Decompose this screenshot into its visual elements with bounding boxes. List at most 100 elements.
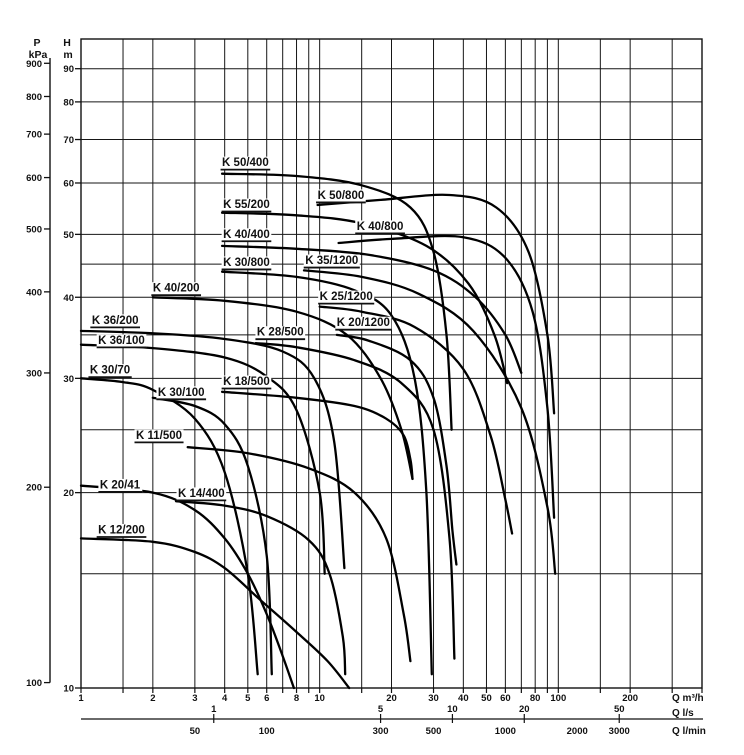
p-axis-title: P (33, 37, 40, 49)
h-tick-label-70: 70 (63, 135, 74, 146)
x-tick-label-5: 5 (245, 693, 251, 704)
curve-label-K-28-500: K 28/500 (257, 327, 304, 339)
lmin-tick-label-3000: 3000 (609, 726, 630, 737)
curve-label-bg (221, 198, 272, 212)
curve-K-30-800 (220, 270, 433, 676)
curve-K-28-500 (254, 341, 456, 660)
x-tick-label-50: 50 (481, 693, 492, 704)
curve-label-K-11-500: K 11/500 (136, 430, 182, 442)
x-tick-label-6: 6 (264, 693, 269, 704)
x-axis-title-m3h: Q m³/h (672, 693, 704, 704)
lmin-tick-label-50: 50 (190, 726, 201, 737)
curve-K-25-1200 (318, 305, 514, 535)
curve-label-bg (221, 375, 272, 389)
x-tick-label-60: 60 (500, 693, 511, 704)
p-tick-label-800: 800 (26, 92, 42, 103)
curve-label-K-25-1200: K 25/1200 (320, 291, 373, 303)
curve-K-12-200 (79, 537, 351, 690)
p-tick-label-100: 100 (26, 678, 42, 689)
p-tick-label-500: 500 (26, 224, 42, 235)
curve-label-bg (221, 256, 272, 270)
curve-label-bg (316, 189, 366, 203)
ls-tick-label-1: 1 (211, 704, 217, 715)
p-tick-label-300: 300 (26, 368, 42, 379)
x-tick-label-8: 8 (294, 693, 299, 704)
curve-label-K-12-200: K 12/200 (98, 525, 145, 537)
h-tick-label-50: 50 (63, 230, 74, 241)
h-tick-label-40: 40 (63, 293, 74, 304)
h-tick-label-20: 20 (63, 488, 74, 499)
curve-label-K-30-100: K 30/100 (158, 387, 205, 399)
curve-label-bg (96, 334, 147, 348)
x-axis-title-ls: Q l/s (672, 708, 694, 719)
curve-label-K-18-500: K 18/500 (223, 376, 270, 388)
curve-label-bg (318, 290, 375, 304)
curve-K-18-500 (220, 390, 414, 481)
x-tick-label-2: 2 (150, 693, 155, 704)
curve-label-K-50-400: K 50/400 (222, 157, 269, 169)
curve-label-K-20-41: K 20/41 (100, 479, 141, 491)
x-tick-label-100: 100 (550, 693, 566, 704)
ls-tick-label-20: 20 (519, 704, 530, 715)
p-tick-label-400: 400 (26, 287, 42, 298)
h-tick-label-90: 90 (63, 64, 74, 75)
curve-label-K-20-1200: K 20/1200 (337, 317, 390, 329)
curve-label-K-30-70: K 30/70 (90, 365, 130, 377)
curve-label-K-36-200: K 36/200 (92, 315, 139, 327)
curve-label-bg (355, 220, 405, 234)
curve-label-K-55-200: K 55/200 (223, 199, 270, 211)
curve-K-11-500 (186, 446, 412, 663)
curve-label-K-30-800: K 30/800 (223, 257, 270, 269)
x-tick-label-10: 10 (314, 693, 325, 704)
curve-label-bg (151, 282, 202, 296)
curve-K-40-200 (151, 296, 414, 481)
ls-tick-label-50: 50 (614, 704, 625, 715)
p-tick-label-900: 900 (26, 59, 42, 70)
curve-K-20-1200 (335, 333, 458, 566)
curve-label-K-40-200: K 40/200 (153, 283, 200, 295)
curve-label-K-40-400: K 40/400 (223, 229, 270, 241)
curve-K-20-41 (79, 484, 296, 690)
x-tick-label-1: 1 (78, 693, 84, 704)
x-tick-label-80: 80 (530, 693, 541, 704)
curve-K-35-1200 (302, 269, 557, 575)
x-tick-label-200: 200 (622, 693, 638, 704)
h-tick-label-10: 10 (63, 684, 74, 695)
lmin-tick-label-100: 100 (259, 726, 275, 737)
curve-label-bg (220, 156, 271, 170)
curve-label-bg (96, 524, 147, 538)
p-tick-label-200: 200 (26, 483, 42, 494)
curve-label-bg (134, 429, 184, 443)
curve-label-bg (303, 254, 360, 268)
lmin-tick-label-2000: 2000 (567, 726, 588, 737)
p-tick-label-700: 700 (26, 130, 42, 141)
curve-K-30-70 (79, 377, 259, 676)
curve-label-bg (221, 228, 272, 242)
curve-label-bg (156, 386, 207, 400)
curve-label-bg (255, 326, 306, 340)
lmin-tick-label-500: 500 (426, 726, 442, 737)
curve-label-bg (176, 487, 227, 501)
curve-K-40-400 (220, 244, 523, 374)
ls-tick-label-10: 10 (447, 704, 458, 715)
x-tick-label-3: 3 (192, 693, 197, 704)
curve-label-K-40-800: K 40/800 (357, 221, 404, 233)
curve-label-K-50-800: K 50/800 (318, 190, 365, 202)
x-tick-label-30: 30 (428, 693, 439, 704)
curve-label-K-36-100: K 36/100 (98, 335, 145, 347)
curve-K-14-400 (174, 500, 347, 676)
h-axis-unit: m (63, 49, 72, 61)
curve-label-K-14-400: K 14/400 (178, 488, 225, 500)
lmin-tick-label-1000: 1000 (495, 726, 516, 737)
x-tick-label-40: 40 (458, 693, 469, 704)
curve-label-bg (88, 364, 132, 378)
curve-label-bg (90, 314, 141, 328)
x-axis-title-lmin: Q l/min (672, 726, 706, 737)
x-tick-label-4: 4 (222, 693, 228, 704)
curve-K-55-200 (220, 211, 509, 385)
curve-label-K-35-1200: K 35/1200 (305, 255, 358, 267)
curve-K-50-800 (316, 193, 556, 415)
h-tick-label-60: 60 (63, 178, 74, 189)
